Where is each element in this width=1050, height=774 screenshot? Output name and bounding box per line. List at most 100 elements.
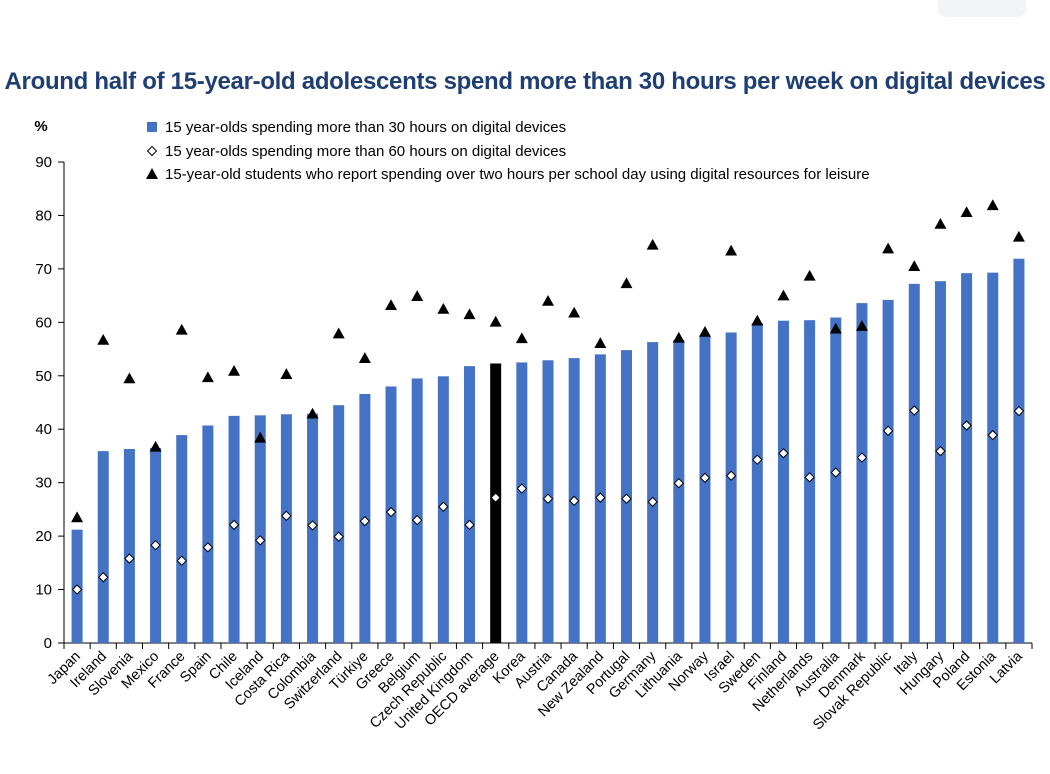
bar <box>961 273 973 643</box>
diamond-marker <box>124 553 135 564</box>
diamond-marker <box>255 535 266 546</box>
diamond-marker <box>359 515 371 527</box>
triangle-marker <box>698 325 711 337</box>
diamond-marker <box>490 492 501 503</box>
bar <box>987 272 999 643</box>
bar <box>673 339 685 643</box>
legend-diamond-swatch <box>146 145 158 157</box>
y-tick-label: 20 <box>35 528 52 545</box>
diamond-marker <box>935 445 946 457</box>
diamond-marker <box>281 510 292 522</box>
bar <box>254 415 266 643</box>
bar <box>490 363 502 643</box>
diamond-marker <box>202 542 214 553</box>
diamond-marker <box>228 519 240 531</box>
diamond-marker <box>961 420 972 431</box>
diamond-marker <box>647 496 658 508</box>
diamond-marker <box>725 470 737 481</box>
triangle-marker <box>306 407 319 419</box>
legend-triangle-swatch <box>146 168 158 179</box>
y-tick-label: 50 <box>35 368 52 385</box>
diamond-marker <box>464 519 475 531</box>
triangle-marker <box>829 322 842 334</box>
y-tick-label: 0 <box>44 635 52 652</box>
triangle-marker <box>411 290 424 301</box>
y-tick-label: 90 <box>35 154 52 171</box>
diamond-marker <box>1013 405 1025 417</box>
diamond-marker <box>438 501 449 512</box>
triangle-marker <box>254 431 267 443</box>
diamond-marker <box>98 572 109 583</box>
diamond-marker <box>542 493 554 504</box>
bar <box>882 299 894 643</box>
triangle-marker <box>646 238 659 250</box>
triangle-marker <box>71 511 84 523</box>
triangle-marker <box>751 314 764 326</box>
diamond-marker <box>673 477 685 489</box>
triangle-marker <box>123 372 136 384</box>
diamond-marker <box>830 467 841 478</box>
diamond-marker <box>568 495 580 507</box>
triangle-marker <box>201 371 214 383</box>
triangle-marker <box>542 294 554 306</box>
diamond-marker <box>699 472 711 484</box>
diamond-marker <box>778 448 789 459</box>
triangle-marker <box>620 277 633 289</box>
y-axis-label: % <box>34 118 47 135</box>
triangle-marker <box>515 332 528 344</box>
triangle-marker <box>1012 230 1025 242</box>
diamond-marker <box>804 472 815 483</box>
diamond-marker <box>621 493 632 504</box>
triangle-marker <box>228 364 241 376</box>
diamond-marker <box>595 492 606 503</box>
triangle-marker <box>803 269 816 281</box>
bar <box>333 405 345 643</box>
triangle-marker <box>777 289 790 301</box>
triangle-marker <box>986 199 999 211</box>
diamond-marker <box>385 506 397 518</box>
diamond-marker <box>516 483 528 494</box>
legend-bar-swatch <box>147 122 157 132</box>
diamond-marker <box>176 555 187 566</box>
triangle-marker <box>882 242 895 254</box>
bar <box>97 451 109 643</box>
y-tick-label: 60 <box>35 314 52 331</box>
bar <box>725 332 737 643</box>
diamond-marker <box>882 425 894 437</box>
y-tick-label: 80 <box>35 207 52 224</box>
triangle-marker <box>960 206 973 218</box>
diamond-marker <box>71 584 83 595</box>
triangle-marker <box>934 217 947 229</box>
bar <box>699 336 711 643</box>
bar <box>856 303 868 643</box>
bar <box>830 317 842 643</box>
triangle-marker <box>149 440 162 452</box>
bar <box>751 323 763 643</box>
triangle-marker <box>358 352 371 363</box>
bar <box>1013 258 1025 643</box>
bar <box>123 448 135 643</box>
diamond-marker <box>411 514 423 526</box>
bar <box>934 281 946 643</box>
chart-title: Around half of 15-year-old adolescents s… <box>4 68 1046 95</box>
bar <box>908 283 920 643</box>
triangle-marker <box>725 244 738 256</box>
bar <box>647 342 659 643</box>
legend-entry-label: 15-year-old students who report spending… <box>165 166 870 183</box>
triangle-marker <box>855 320 868 331</box>
diamond-marker <box>856 452 868 463</box>
bar <box>411 378 423 643</box>
bar <box>280 414 292 643</box>
bar <box>777 320 789 643</box>
triangle-marker <box>385 299 398 311</box>
bar <box>464 366 476 643</box>
diamond-marker <box>150 539 161 551</box>
corner-panel <box>938 0 1026 17</box>
legend-entry-label: 15 year-olds spending more than 30 hours… <box>165 119 566 136</box>
bar <box>202 425 214 643</box>
legend-entry-label: 15 year-olds spending more than 60 hours… <box>165 143 566 160</box>
triangle-marker <box>437 302 450 314</box>
y-tick-label: 10 <box>35 582 52 599</box>
y-tick-label: 30 <box>35 475 52 492</box>
